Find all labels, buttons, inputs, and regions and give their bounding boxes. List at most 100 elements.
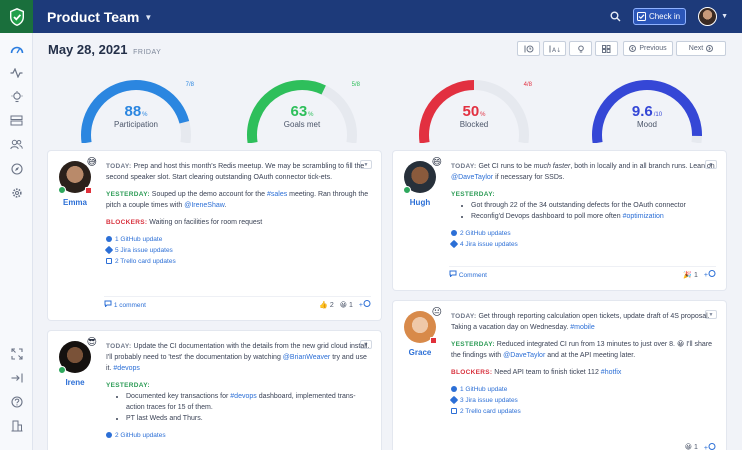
today-label: TODAY: xyxy=(451,313,477,320)
today-label: TODAY: xyxy=(106,343,132,350)
mention-link[interactable]: @DaveTaylor xyxy=(451,174,494,181)
person-name[interactable]: Emma xyxy=(62,198,87,207)
inbox-icon[interactable] xyxy=(9,113,24,128)
blockers-entry: BLOCKERS: Need API team to finish ticket… xyxy=(451,367,716,378)
hashtag-link[interactable]: #hotfix xyxy=(600,369,622,376)
avatar[interactable]: 😄 xyxy=(403,157,442,194)
comment-link[interactable]: Comment xyxy=(449,270,487,279)
help-icon[interactable] xyxy=(9,394,24,409)
dashboard-icon[interactable] xyxy=(9,41,24,56)
card-menu-button[interactable]: ▼ xyxy=(705,160,717,169)
settings-icon[interactable] xyxy=(9,185,24,200)
person-name[interactable]: Grace xyxy=(408,348,432,357)
filter-button[interactable] xyxy=(569,41,592,56)
jira-link[interactable]: 4 Jira issue updates xyxy=(449,239,716,250)
gauge-label: Goals met xyxy=(283,120,321,129)
github-link[interactable]: 1 GitHub update xyxy=(106,234,371,245)
team-title[interactable]: Product Team xyxy=(47,8,140,25)
yesterday-text: . xyxy=(224,202,227,209)
hashtag-link[interactable]: #sales xyxy=(266,191,288,198)
blocked-gauge: 4/8 50% Blocked xyxy=(414,73,534,143)
expand-icon[interactable] xyxy=(9,346,24,361)
gauge-label: Blocked xyxy=(459,120,489,129)
search-icon[interactable] xyxy=(610,11,621,22)
collapse-sidebar-icon[interactable] xyxy=(9,370,24,385)
gauge-value: 63% xyxy=(242,103,362,120)
company-icon[interactable] xyxy=(9,418,24,433)
yesterday-label: YESTERDAY: xyxy=(451,341,495,348)
trello-link[interactable]: 2 Trello card updates xyxy=(451,406,716,417)
today-text: try and use it. xyxy=(106,354,367,372)
gauge-number: 88 xyxy=(124,103,142,120)
hashtag-link[interactable]: #devops xyxy=(113,365,140,372)
grid-view-button[interactable] xyxy=(595,41,618,56)
reaction-party[interactable]: 🎉 1 xyxy=(683,271,698,279)
jira-link[interactable]: 5 Jira issue updates xyxy=(104,245,371,256)
bulb-icon[interactable] xyxy=(9,89,24,104)
link-text: 3 Jira issue updates xyxy=(460,397,518,404)
avatar[interactable]: 😅 xyxy=(58,157,97,194)
card-menu-button[interactable]: ▼ xyxy=(360,160,372,169)
sort-time-button[interactable] xyxy=(517,41,540,56)
goals-met-gauge: 5/8 63% Goals met xyxy=(242,73,362,143)
checkin-card-grace: ▼ 😐 Grace TODAY: Get through reporting c… xyxy=(393,301,726,450)
integration-links: 2 GitHub updates xyxy=(106,430,371,441)
next-button[interactable]: Next xyxy=(676,41,726,56)
hashtag-link[interactable]: #mobile xyxy=(570,324,595,331)
hashtag-link[interactable]: #optimization xyxy=(622,213,664,220)
github-link[interactable]: 2 GitHub updates xyxy=(451,228,716,239)
gauge-value: 88% xyxy=(76,103,196,120)
hashtag-link[interactable]: #devops xyxy=(230,393,257,400)
avatar[interactable]: 😐 xyxy=(404,307,442,344)
card-menu-button[interactable]: ▼ xyxy=(705,310,717,319)
sort-alpha-button[interactable]: A↓ xyxy=(543,41,566,56)
activity-icon[interactable] xyxy=(9,65,24,80)
github-link[interactable]: 2 GitHub updates xyxy=(106,430,371,441)
chevron-down-icon[interactable]: ▼ xyxy=(721,13,728,20)
trello-link[interactable]: 2 Trello card updates xyxy=(106,256,371,267)
reaction-grin[interactable]: 😀 1 xyxy=(339,301,353,309)
add-reaction-button[interactable]: + xyxy=(359,300,371,309)
github-icon xyxy=(451,385,457,392)
gauge-fraction: 4/8 xyxy=(523,82,532,88)
app-logo[interactable] xyxy=(0,0,33,33)
check-in-button[interactable]: Check in xyxy=(632,8,687,25)
card-body: TODAY: Get through reporting calculation… xyxy=(449,311,716,417)
gauge-number: 50 xyxy=(462,103,480,120)
mention-link[interactable]: @DaveTaylor xyxy=(503,352,546,359)
yesterday-text: meeting. Ran through the pitch a couple … xyxy=(106,191,369,209)
mention-link[interactable]: @BrianWeaver xyxy=(282,354,331,361)
compass-icon[interactable] xyxy=(9,161,24,176)
chevron-right-circle-icon xyxy=(706,45,714,52)
mention-link[interactable]: @IreneShaw xyxy=(184,202,225,209)
gauge-arc xyxy=(592,79,702,143)
link-text: 5 Jira issue updates xyxy=(115,247,173,254)
github-link[interactable]: 1 GitHub update xyxy=(451,384,716,395)
user-avatar[interactable] xyxy=(698,7,718,26)
person-name[interactable]: Irene xyxy=(65,378,85,387)
list-item: Documented key transactions for #devops … xyxy=(126,391,371,413)
chevron-down-icon[interactable]: ▼ xyxy=(144,13,153,22)
yesterday-label: YESTERDAY: xyxy=(106,191,150,198)
add-reaction-button[interactable]: + xyxy=(704,442,716,450)
link-text: 2 Trello card updates xyxy=(460,408,521,415)
add-reaction-button[interactable]: + xyxy=(704,270,716,279)
item-text: Documented key transactions for xyxy=(126,393,229,400)
comment-icon xyxy=(449,270,457,278)
card-menu-button[interactable]: ▼ xyxy=(360,340,372,349)
reaction-thumbs-up[interactable]: 👍 2 xyxy=(319,301,334,309)
previous-button[interactable]: Previous xyxy=(623,41,673,56)
person-name[interactable]: Hugh xyxy=(409,198,431,207)
comment-link[interactable]: 1 comment xyxy=(104,300,146,309)
check-in-label: Check in xyxy=(648,12,681,21)
avatar[interactable]: 😎 xyxy=(58,337,97,374)
gauge-fraction: 7/8 xyxy=(185,82,194,88)
github-icon xyxy=(106,235,112,242)
bulb-icon xyxy=(577,45,584,52)
users-icon[interactable] xyxy=(9,137,24,152)
link-text: 2 GitHub updates xyxy=(115,432,166,439)
integration-links: 1 GitHub update 5 Jira issue updates 2 T… xyxy=(104,234,371,267)
reaction-grin[interactable]: 😀 1 xyxy=(684,444,698,450)
jira-link[interactable]: 3 Jira issue updates xyxy=(449,395,716,406)
chevron-left-circle-icon xyxy=(629,45,637,52)
